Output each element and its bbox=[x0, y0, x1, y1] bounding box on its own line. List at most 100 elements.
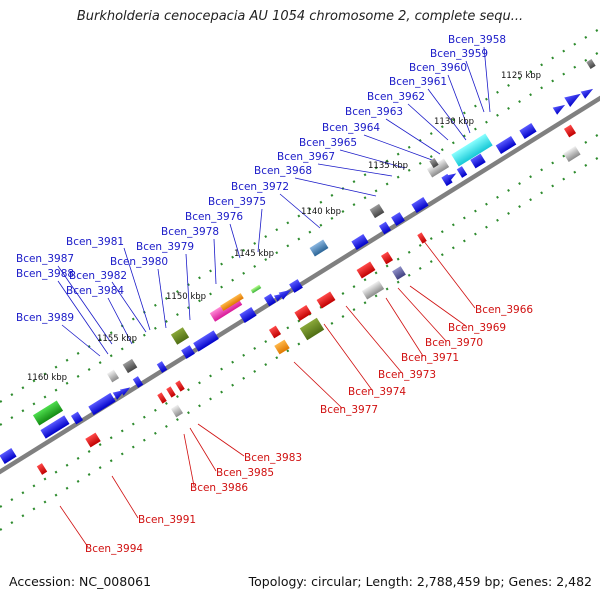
gene-label-bcen-3985: Bcen_3985 bbox=[216, 467, 274, 479]
leader-forward-4 bbox=[407, 103, 449, 141]
gene-label-bcen-3961: Bcen_3961 bbox=[389, 76, 447, 88]
leader-reverse-1 bbox=[409, 285, 467, 327]
leader-forward-5 bbox=[385, 118, 441, 155]
gene-label-bcen-3978: Bcen_3978 bbox=[161, 226, 219, 238]
gene-forward-8 bbox=[351, 234, 369, 250]
gene-reverse-4 bbox=[268, 325, 282, 339]
gene-forward-12 bbox=[193, 330, 219, 352]
kbp-tick-1125: 1125 kbp bbox=[501, 71, 541, 81]
leader-reverse-3 bbox=[385, 297, 424, 357]
tick-rings bbox=[0, 27, 600, 531]
label-leader-lines bbox=[57, 46, 491, 548]
leader-reverse-10 bbox=[111, 475, 139, 519]
gene-label-bcen-3986: Bcen_3986 bbox=[190, 482, 248, 494]
gene-forward-arrow-1 bbox=[552, 104, 566, 115]
gene-forward-10 bbox=[263, 293, 277, 307]
gene-forward-3 bbox=[456, 166, 468, 178]
gene-grey-block-1 bbox=[426, 158, 450, 178]
gene-forward-arrow-3 bbox=[278, 289, 292, 300]
leader-forward-20 bbox=[57, 280, 109, 355]
gene-grey-block-5 bbox=[170, 404, 184, 418]
kbp-tick-1140: 1140 kbp bbox=[301, 207, 341, 217]
gene-forward-arrow-6 bbox=[119, 387, 131, 396]
gene-label-bcen-3981: Bcen_3981 bbox=[66, 236, 124, 248]
gene-label-bcen-3994: Bcen_3994 bbox=[85, 543, 143, 555]
gene-olive-block-1 bbox=[170, 327, 190, 345]
gene-forward-arrow-0 bbox=[564, 93, 581, 107]
gene-forward-11 bbox=[239, 307, 257, 323]
ring-outer-bottom bbox=[0, 155, 600, 531]
gene-reverse-1 bbox=[380, 251, 394, 265]
gene-grey-block-2 bbox=[106, 369, 120, 383]
leader-reverse-7 bbox=[197, 423, 245, 457]
gene-label-bcen-3979: Bcen_3979 bbox=[136, 241, 194, 253]
gene-label-bcen-3977: Bcen_3977 bbox=[320, 404, 378, 416]
leader-reverse-8 bbox=[189, 427, 217, 472]
gene-label-bcen-3991: Bcen_3991 bbox=[138, 514, 196, 526]
kbp-tick-1135: 1135 kbp bbox=[368, 161, 408, 171]
accession-text: Accession: NC_008061 bbox=[9, 574, 152, 589]
gene-forward-0 bbox=[519, 123, 537, 139]
topology-info-text: Topology: circular; Length: 2,788,459 bp… bbox=[248, 574, 592, 589]
gene-label-bcen-3967: Bcen_3967 bbox=[277, 151, 335, 163]
gene-label-bcen-3969: Bcen_3969 bbox=[448, 322, 506, 334]
gene-forward-15 bbox=[132, 376, 144, 388]
leader-forward-19 bbox=[57, 265, 113, 345]
leader-forward-13 bbox=[213, 238, 217, 285]
gene-reverse-5 bbox=[85, 432, 101, 448]
gene-label-bcen-3976: Bcen_3976 bbox=[185, 211, 243, 223]
kbp-tick-labels: 1125 kbp 1130 kbp 1135 kbp 1140 kbp 1145… bbox=[27, 71, 541, 383]
leader-forward-2 bbox=[447, 74, 471, 134]
gene-dgrey-block-1 bbox=[429, 158, 439, 168]
gene-cyan-block bbox=[451, 133, 493, 167]
kbp-tick-1145: 1145 kbp bbox=[234, 249, 274, 259]
gene-label-bcen-3968: Bcen_3968 bbox=[254, 165, 312, 177]
gene-forward-1 bbox=[495, 135, 517, 155]
gene-forward-13 bbox=[181, 345, 195, 359]
leader-forward-11 bbox=[257, 208, 263, 253]
gene-label-bcen-3964: Bcen_3964 bbox=[322, 122, 380, 134]
gene-forward-5 bbox=[411, 197, 429, 213]
gene-forward-2 bbox=[470, 153, 486, 169]
leader-reverse-6 bbox=[293, 361, 343, 409]
gene-label-bcen-3980: Bcen_3980 bbox=[110, 256, 168, 268]
ring-outer bbox=[0, 50, 600, 426]
gene-reverse-0 bbox=[356, 261, 376, 279]
gene-forward-17 bbox=[70, 411, 84, 425]
leader-forward-1 bbox=[465, 60, 485, 113]
gene-label-bcen-3989: Bcen_3989 bbox=[16, 312, 74, 324]
gene-label-bcen-3982: Bcen_3982 bbox=[69, 270, 127, 282]
gene-label-bcen-3987: Bcen_3987 bbox=[16, 253, 74, 265]
gene-forward-19 bbox=[0, 448, 17, 464]
gene-forward-18 bbox=[40, 415, 70, 439]
gene-reverse-6 bbox=[36, 463, 48, 475]
gene-label-bcen-3974: Bcen_3974 bbox=[348, 386, 406, 398]
leader-forward-7 bbox=[339, 149, 406, 169]
gene-label-bcen-3971: Bcen_3971 bbox=[401, 352, 459, 364]
leader-forward-10 bbox=[279, 193, 321, 229]
gene-olive-block-2 bbox=[299, 317, 325, 341]
gene-forward-6 bbox=[391, 212, 405, 226]
gene-grey-block-4 bbox=[361, 280, 385, 300]
leader-reverse-4 bbox=[345, 305, 403, 374]
gene-orange-block-1 bbox=[220, 293, 244, 311]
gene-dgrey-block-2 bbox=[369, 203, 385, 219]
gene-forward-16 bbox=[88, 392, 116, 416]
leader-reverse-2 bbox=[397, 287, 447, 342]
gene-reverse-8 bbox=[563, 124, 577, 138]
ring-inner-bottom bbox=[0, 132, 600, 508]
gene-lime-block bbox=[250, 284, 262, 294]
gene-label-bcen-3962: Bcen_3962 bbox=[367, 91, 425, 103]
leader-forward-21 bbox=[61, 324, 101, 357]
leader-forward-15 bbox=[157, 268, 167, 329]
leader-forward-18 bbox=[107, 297, 133, 345]
gene-features bbox=[0, 59, 596, 475]
gene-label-bcen-3960: Bcen_3960 bbox=[409, 62, 467, 74]
kbp-tick-1130: 1130 kbp bbox=[434, 117, 474, 127]
leader-reverse-11 bbox=[59, 505, 89, 548]
gene-label-bcen-3972: Bcen_3972 bbox=[231, 181, 289, 193]
leader-forward-14 bbox=[185, 253, 191, 321]
gene-green-block bbox=[32, 400, 64, 426]
gene-dgrey-block-4 bbox=[586, 59, 596, 69]
